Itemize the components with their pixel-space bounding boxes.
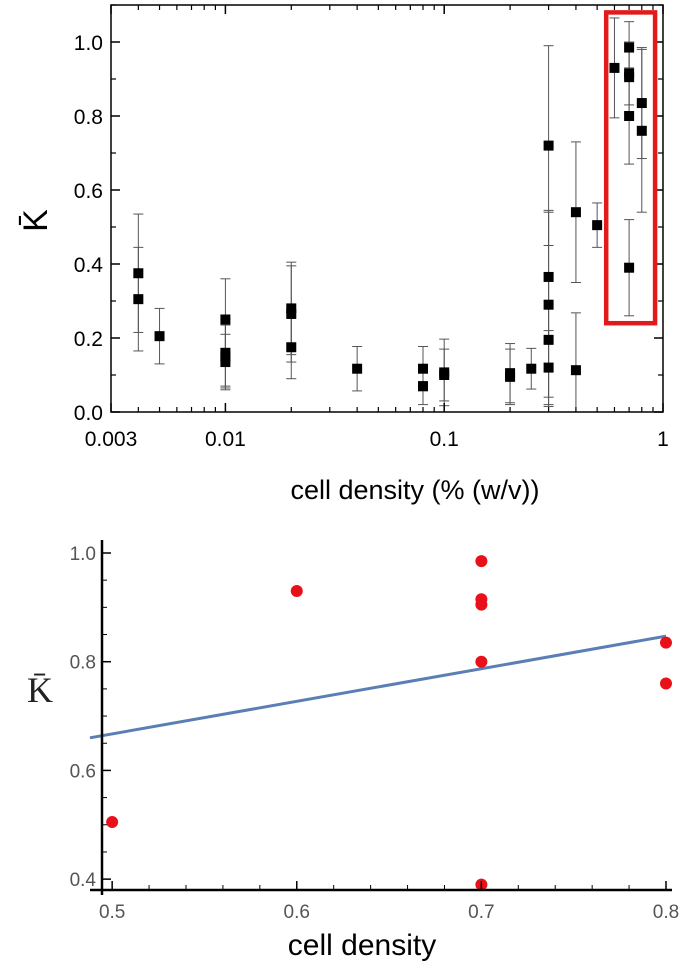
y-axis-label: K̄ bbox=[17, 209, 55, 232]
data-point bbox=[526, 363, 537, 374]
data-point bbox=[543, 140, 554, 151]
y-tick-label: 0.0 bbox=[74, 402, 103, 425]
y-tick-label: 1.0 bbox=[70, 544, 96, 565]
x-tick-label: 0.6 bbox=[284, 902, 310, 923]
data-point bbox=[543, 271, 554, 282]
data-point bbox=[417, 363, 428, 374]
data-point bbox=[475, 598, 488, 611]
data-point bbox=[286, 308, 297, 319]
data-point bbox=[543, 299, 554, 310]
data-point bbox=[220, 314, 231, 325]
data-point bbox=[624, 262, 635, 273]
x-tick-label: 0.1 bbox=[430, 428, 459, 451]
data-point bbox=[439, 370, 450, 380]
y-tick-label: 0.6 bbox=[70, 761, 96, 782]
fit-line bbox=[89, 634, 667, 740]
plot-frame bbox=[110, 4, 664, 413]
data-point bbox=[624, 42, 635, 53]
y-tick-label: 0.8 bbox=[70, 653, 96, 674]
x-tick-label: 0.5 bbox=[99, 902, 125, 923]
data-point bbox=[220, 357, 231, 368]
data-point bbox=[106, 816, 119, 829]
data-points-group bbox=[133, 42, 647, 392]
data-point bbox=[290, 585, 303, 598]
data-point bbox=[636, 98, 647, 109]
y-tick-label: 0.8 bbox=[74, 106, 103, 129]
data-point bbox=[154, 331, 165, 342]
x-tick-label: 0.003 bbox=[85, 428, 138, 451]
data-point bbox=[609, 62, 620, 73]
data-point bbox=[660, 677, 672, 690]
x-tick-label: 0.7 bbox=[468, 902, 494, 923]
top-chart: 0.0 0.2 0.4 0.6 0.8 1.0 0.003 0.01 0.1 1 cell den… bbox=[17, 4, 669, 505]
data-points-group bbox=[106, 555, 672, 891]
y-tick-label: 1.0 bbox=[74, 32, 103, 55]
axis-ticks-group: 0.4 0.6 0.8 1.0 0.5 0.6 0.7 0.8 bbox=[70, 544, 680, 923]
data-point bbox=[570, 207, 581, 218]
data-point bbox=[543, 334, 554, 345]
data-point bbox=[636, 125, 647, 136]
data-point bbox=[624, 72, 635, 83]
data-point bbox=[133, 268, 144, 279]
axis-ticks-group: 0.0 0.2 0.4 0.6 0.8 1.0 0.003 0.01 0.1 1 bbox=[74, 4, 669, 451]
data-point bbox=[624, 111, 635, 121]
data-point bbox=[543, 362, 554, 373]
data-point bbox=[133, 294, 144, 305]
x-tick-label: 0.8 bbox=[653, 902, 679, 923]
bottom-chart: 0.4 0.6 0.8 1.0 0.5 0.6 0.7 0.8 cell density K̄ bbox=[27, 540, 679, 962]
data-point bbox=[352, 363, 363, 374]
data-point bbox=[592, 220, 603, 231]
data-point bbox=[660, 636, 672, 649]
data-point bbox=[475, 655, 488, 668]
data-point bbox=[417, 381, 428, 392]
highlight-box bbox=[603, 10, 658, 326]
x-axis-label: cell density (% (w/v)) bbox=[290, 475, 539, 505]
x-axis-label: cell density bbox=[288, 929, 436, 962]
y-tick-label: 0.4 bbox=[74, 254, 104, 277]
data-point bbox=[570, 365, 581, 376]
data-point bbox=[505, 371, 516, 382]
x-tick-label: 1 bbox=[657, 428, 669, 451]
y-tick-label: 0.4 bbox=[70, 870, 97, 891]
x-tick-label: 0.01 bbox=[205, 428, 246, 451]
data-point bbox=[475, 555, 488, 568]
error-bars-group bbox=[133, 17, 647, 413]
y-axis-label: K̄ bbox=[27, 670, 53, 710]
y-tick-label: 0.2 bbox=[74, 328, 103, 351]
y-tick-label: 0.6 bbox=[74, 180, 103, 203]
data-point bbox=[286, 342, 297, 353]
data-point bbox=[286, 303, 297, 314]
data-point bbox=[220, 351, 231, 362]
